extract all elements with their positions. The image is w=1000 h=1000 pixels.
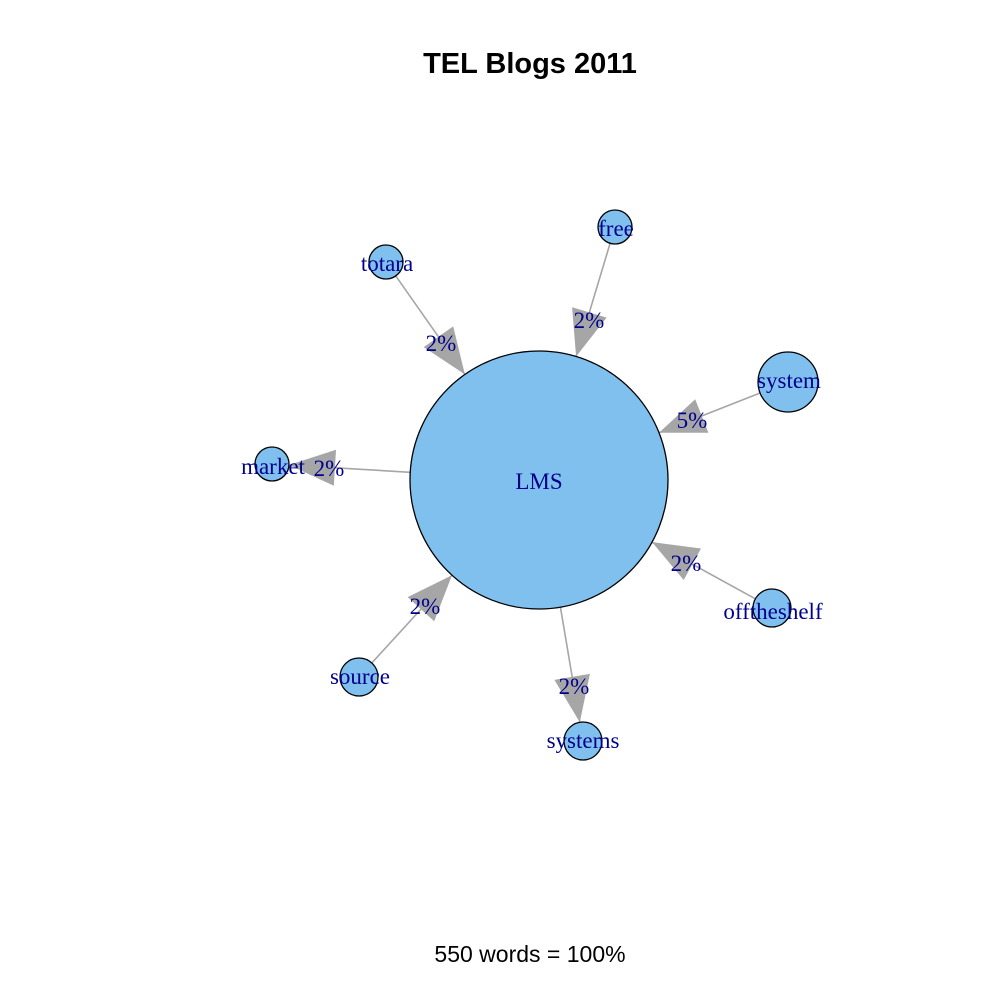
arrowhead-LMS-market [289, 449, 336, 486]
total-words-caption: 550 words = 100% [434, 941, 625, 967]
arrowhead-free-LMS [572, 307, 607, 357]
node-source: source [330, 657, 390, 697]
arrowhead-LMS-systems [554, 673, 590, 723]
node-circle-free [597, 209, 633, 245]
arrowhead-offtheshelf-LMS [652, 542, 701, 580]
edge-label-source-LMS: 2% [410, 594, 441, 619]
edges-layer [288, 243, 761, 723]
node-totara: totara [361, 244, 413, 280]
edge-label-totara-LMS: 2% [426, 331, 457, 356]
edge-label-free-LMS: 2% [574, 308, 605, 333]
node-label-LMS: LMS [515, 469, 562, 494]
node-offtheshelf: offtheshelf [723, 588, 823, 628]
node-circle-LMS [409, 350, 669, 610]
node-label-totara: totara [361, 251, 413, 276]
arrowhead-source-LMS [407, 575, 452, 622]
edge-labels-layer: 2% 2% 5% 2% 2% 2% 2% [314, 308, 708, 699]
arrowhead-system-LMS [659, 399, 709, 433]
node-LMS: LMS [409, 350, 669, 610]
node-label-systems: systems [547, 728, 620, 753]
node-label-system: system [757, 368, 821, 393]
node-circle-source [339, 657, 379, 697]
edge-label-LMS-systems: 2% [559, 674, 590, 699]
node-label-source: source [330, 664, 390, 689]
node-circle-totara [368, 244, 404, 280]
node-label-market: market [241, 454, 305, 479]
edge-label-offtheshelf-LMS: 2% [671, 551, 702, 576]
node-circle-offtheshelf [752, 588, 792, 628]
edge-label-LMS-market: 2% [314, 456, 345, 481]
node-system: system [757, 351, 821, 413]
node-market: market [241, 446, 306, 482]
node-circle-system [757, 351, 819, 413]
nodes-layer: LMS free totara system market offtheshelf sour… [241, 209, 823, 761]
node-free: free [597, 209, 634, 245]
node-systems: systems [547, 721, 620, 761]
diagram-title: TEL Blogs 2011 [423, 48, 637, 80]
node-label-free: free [598, 216, 634, 241]
edge-label-system-LMS: 5% [677, 408, 708, 433]
node-circle-market [254, 446, 290, 482]
node-label-offtheshelf: offtheshelf [723, 599, 823, 624]
node-circle-systems [563, 721, 603, 761]
arrowhead-totara-LMS [423, 326, 465, 375]
